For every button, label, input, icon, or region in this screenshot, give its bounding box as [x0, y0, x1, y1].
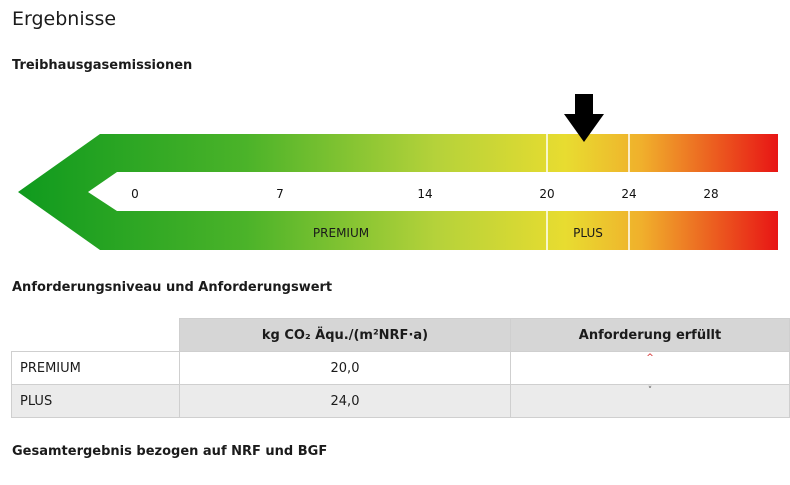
table-row: PREMIUM 20,0 ^: [11, 351, 790, 385]
tick-20: 20: [539, 187, 554, 201]
status-mark-icon: ˅: [647, 386, 653, 396]
requirements-section-title: Anforderungsniveau und Anforderungswert: [12, 280, 333, 295]
status-mark-icon: ^: [646, 353, 654, 363]
emissions-scale: 0 7 14 20 24 28 PREMIUM PLUS: [18, 94, 778, 250]
table-header-row: kg CO₂ Äqu./(m²NRF·a) Anforderung erfüll…: [11, 318, 790, 352]
scale-arrow-shape: [18, 134, 778, 250]
marker-arrow-icon: [564, 94, 604, 142]
tick-0: 0: [131, 187, 139, 201]
table-header-requirement-met: Anforderung erfüllt: [510, 318, 790, 352]
row-label: PREMIUM: [11, 351, 180, 385]
requirements-table: kg CO₂ Äqu./(m²NRF·a) Anforderung erfüll…: [11, 318, 790, 418]
table-header-unit: kg CO₂ Äqu./(m²NRF·a): [179, 318, 511, 352]
row-value: 24,0: [179, 384, 511, 418]
row-label: PLUS: [11, 384, 180, 418]
row-status-cell: ^: [510, 351, 790, 385]
page-title: Ergebnisse: [12, 8, 117, 30]
tick-28: 28: [703, 187, 718, 201]
row-status-cell: ˅: [510, 384, 790, 418]
tick-7: 7: [276, 187, 284, 201]
table-header-blank: [11, 318, 180, 352]
tick-24: 24: [621, 187, 636, 201]
band-label-premium: PREMIUM: [313, 226, 369, 240]
tick-14: 14: [417, 187, 432, 201]
emissions-section-title: Treibhausgasemissionen: [12, 58, 193, 73]
total-section-title: Gesamtergebnis bezogen auf NRF und BGF: [12, 444, 328, 459]
band-label-plus: PLUS: [573, 226, 603, 240]
row-value: 20,0: [179, 351, 511, 385]
table-row: PLUS 24,0 ˅: [11, 384, 790, 418]
